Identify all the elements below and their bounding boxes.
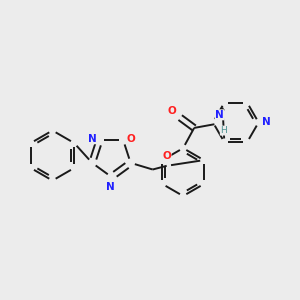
Text: O: O	[162, 151, 171, 161]
Text: N: N	[106, 182, 114, 192]
Text: N: N	[262, 117, 271, 128]
Text: H: H	[220, 126, 227, 135]
Text: O: O	[168, 106, 176, 116]
Text: O: O	[127, 134, 136, 144]
Text: N: N	[215, 110, 224, 120]
Text: N: N	[88, 134, 97, 144]
